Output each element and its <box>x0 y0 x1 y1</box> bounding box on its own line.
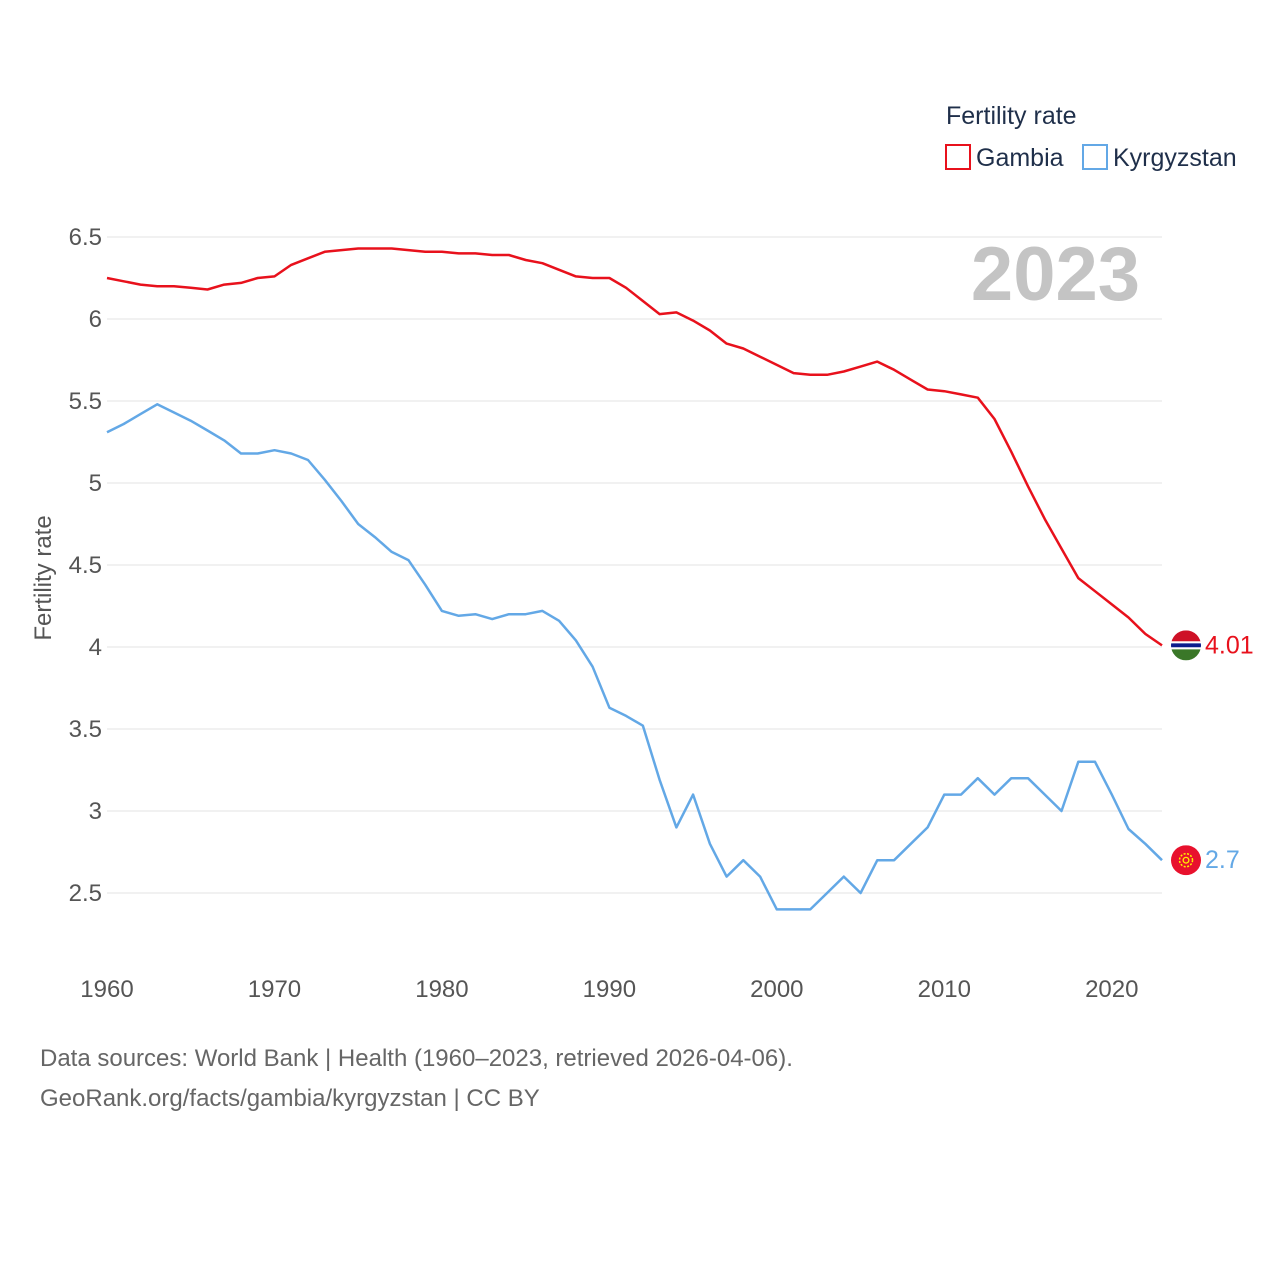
y-tick-label: 6.5 <box>69 224 102 251</box>
legend: Fertility rate Gambia Kyrgyzstan <box>945 102 1237 172</box>
y-axis-title: Fertility rate <box>30 515 57 640</box>
legend-swatch-kyrgyzstan[interactable] <box>1082 144 1108 170</box>
y-tick-label: 3.5 <box>69 716 102 743</box>
y-tick-label: 5 <box>89 470 102 497</box>
data-source-note: Data sources: World Bank | Health (1960–… <box>40 1045 793 1072</box>
y-tick-label: 4 <box>89 634 102 661</box>
series-line-kyrgyzstan[interactable] <box>106 403 1163 911</box>
credit-link[interactable]: GeoRank.org/facts/gambia/kyrgyzstan | CC… <box>40 1085 540 1112</box>
gambia-flag-icon <box>1171 630 1201 661</box>
kyrgyzstan-flag-icon <box>1171 845 1201 876</box>
y-tick-label: 3 <box>89 798 102 825</box>
x-tick-label: 1960 <box>80 976 133 1003</box>
legend-label-gambia[interactable]: Gambia <box>976 144 1064 172</box>
x-tick-labels: 1960 1970 1980 1990 2000 2010 2020 <box>80 976 1138 1003</box>
x-tick-label: 2010 <box>918 976 971 1003</box>
y-tick-label: 6 <box>89 306 102 333</box>
x-tick-label: 1990 <box>583 976 636 1003</box>
year-watermark: 2023 <box>971 232 1140 317</box>
x-tick-label: 1980 <box>415 976 468 1003</box>
end-value-label-gambia: 4.01 <box>1205 631 1254 659</box>
series-line-gambia[interactable] <box>106 247 1163 647</box>
x-tick-label: 2020 <box>1085 976 1138 1003</box>
series-lines <box>106 247 1163 911</box>
legend-label-kyrgyzstan[interactable]: Kyrgyzstan <box>1113 144 1237 172</box>
y-tick-label: 5.5 <box>69 388 102 415</box>
y-tick-label: 4.5 <box>69 552 102 579</box>
x-tick-label: 1970 <box>248 976 301 1003</box>
end-value-label-kyrgyzstan: 2.7 <box>1205 846 1240 874</box>
x-tick-label: 2000 <box>750 976 803 1003</box>
y-tick-labels: 2.5 3 3.5 4 4.5 5 5.5 6 6.5 <box>69 224 102 907</box>
legend-swatch-gambia[interactable] <box>945 144 971 170</box>
grid-lines <box>107 236 1162 894</box>
y-tick-label: 2.5 <box>69 880 102 907</box>
end-markers: 4.01 2.7 <box>1171 630 1254 876</box>
legend-title: Fertility rate <box>946 102 1077 130</box>
